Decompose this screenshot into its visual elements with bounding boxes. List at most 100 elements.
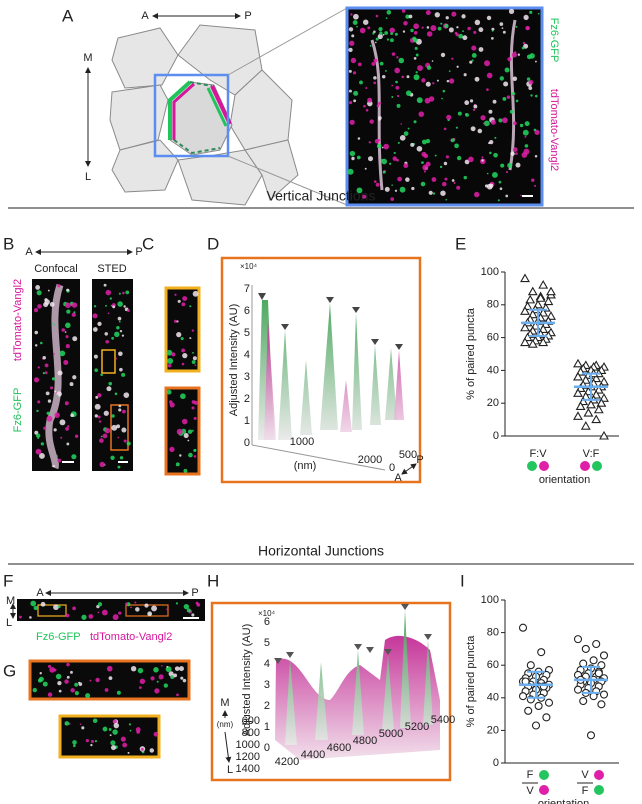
speckle	[415, 71, 418, 74]
data-point	[518, 623, 528, 632]
speckle	[58, 689, 62, 693]
speckle	[463, 175, 468, 180]
speckle	[90, 743, 93, 747]
speckle	[362, 194, 367, 199]
speckle	[394, 189, 398, 192]
speckle	[515, 25, 518, 28]
depth-tick-label: 1200	[236, 751, 260, 763]
speckle	[373, 30, 376, 34]
speckle	[430, 25, 437, 32]
legend-dot	[527, 461, 537, 471]
speckle	[102, 433, 108, 439]
speckle	[169, 446, 175, 453]
axis-label: A	[25, 246, 33, 258]
axis-label: M	[220, 697, 229, 709]
speckle	[71, 454, 77, 460]
speckle	[147, 611, 153, 617]
data-point	[524, 706, 533, 715]
speckle	[181, 418, 188, 425]
y-axis-label: Adjusted Intensity (AU)	[228, 304, 240, 417]
speckle	[474, 191, 480, 198]
y-tick-label: 60	[487, 332, 499, 344]
zoom-box	[153, 73, 230, 158]
channel-label: Fz6-GFP	[548, 18, 560, 63]
speckle	[176, 428, 183, 435]
speckle	[108, 728, 112, 731]
speckle	[64, 721, 70, 726]
speckle	[499, 187, 503, 191]
speckle	[37, 437, 39, 439]
x-axis-label: (nm)	[294, 460, 317, 472]
speckle	[122, 409, 126, 414]
y-tick-label: 5	[244, 327, 250, 339]
channel-label: tdTomato-Vangl2	[12, 279, 24, 361]
speckle	[94, 739, 98, 743]
speckle	[489, 151, 492, 155]
speckle	[513, 121, 517, 126]
x-axis-label: orientation	[538, 798, 589, 804]
speckle	[117, 465, 121, 469]
axis-label: P	[244, 10, 251, 22]
speckle	[389, 162, 392, 165]
speckle	[509, 109, 514, 114]
speckle	[439, 165, 443, 169]
speckle	[54, 324, 56, 326]
speckle	[70, 670, 73, 674]
speckle	[469, 60, 473, 64]
data-point	[527, 286, 538, 296]
speckle	[55, 673, 62, 680]
speckle	[402, 30, 406, 33]
speckle	[36, 290, 42, 296]
speckle	[139, 678, 146, 685]
speckle	[168, 400, 173, 404]
speckle	[130, 606, 132, 609]
y-axis-label: % of paired puncta	[465, 307, 477, 400]
speckle	[350, 57, 357, 64]
speckle	[175, 462, 180, 467]
speckle	[465, 113, 469, 117]
speckle	[477, 128, 483, 134]
speckle	[193, 449, 197, 452]
data-point	[596, 398, 607, 407]
speckle	[65, 335, 69, 339]
speckle	[386, 38, 390, 41]
speckle	[378, 27, 383, 32]
data-point	[597, 700, 606, 709]
speckle	[397, 141, 400, 144]
speckle	[37, 400, 41, 404]
speckle	[390, 32, 394, 36]
speckle	[85, 693, 91, 699]
speckle	[118, 404, 122, 408]
speckle	[103, 410, 109, 416]
speckle	[349, 40, 355, 46]
speckle	[478, 47, 484, 52]
legend-dot	[539, 461, 549, 471]
speckle	[114, 392, 118, 396]
speckle	[534, 94, 538, 98]
speckle	[524, 121, 530, 127]
speckle	[191, 613, 195, 617]
speckle	[127, 751, 130, 754]
speckle	[511, 52, 517, 58]
speckle	[113, 722, 120, 729]
speckle	[474, 76, 480, 82]
data-point	[534, 701, 543, 711]
axis-label: A	[394, 472, 402, 484]
speckle	[522, 129, 529, 136]
speckle	[471, 45, 477, 51]
speckle	[104, 332, 108, 336]
speckle	[504, 67, 510, 73]
speckle	[384, 31, 389, 35]
speckle	[369, 119, 374, 124]
x-tick-label: V:F	[583, 448, 600, 460]
speckle	[490, 119, 496, 125]
x-tick-label: F	[582, 785, 589, 797]
legend-dot	[592, 461, 602, 471]
speckle	[117, 436, 120, 439]
speckle	[40, 601, 46, 607]
data-point	[573, 685, 583, 694]
speckle	[61, 328, 66, 332]
speckle	[405, 14, 410, 19]
data-point	[586, 399, 596, 409]
speckle	[491, 37, 494, 40]
